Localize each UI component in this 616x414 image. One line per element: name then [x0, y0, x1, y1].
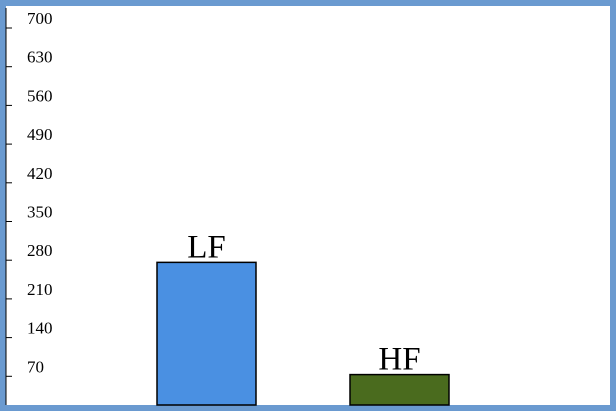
bar-labels-group: LF HF	[187, 229, 420, 377]
y-tick-label: 210	[27, 280, 53, 299]
y-tick-label: 70	[27, 357, 44, 376]
bar-hf	[349, 373, 450, 406]
y-tick-label: 350	[27, 203, 53, 222]
y-tick-label: 560	[27, 86, 53, 105]
y-tick-label: 700	[27, 9, 53, 28]
bar-data-label: LF	[187, 229, 226, 265]
y-axis-ticks: 70 140 210 280 350 420 490 560 630 700	[6, 9, 53, 377]
y-tick-label: 630	[27, 48, 53, 67]
y-tick-label: 490	[27, 125, 53, 144]
bar-lf	[156, 261, 257, 406]
y-tick-label: 420	[27, 164, 53, 183]
y-tick-label: 280	[27, 241, 53, 260]
bars-group	[156, 261, 450, 406]
y-tick-label: 140	[27, 319, 53, 338]
bar-data-label: HF	[378, 342, 420, 378]
